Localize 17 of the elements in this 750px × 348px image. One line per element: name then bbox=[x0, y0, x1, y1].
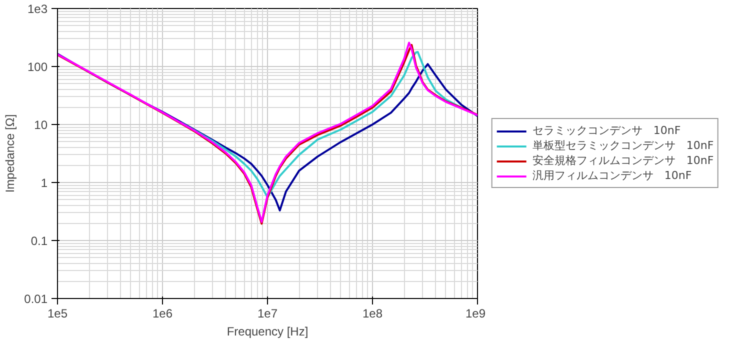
x-tick-label: 1e9 bbox=[465, 306, 486, 320]
y-tick-label: 0.01 bbox=[24, 292, 48, 306]
x-tick-label: 1e7 bbox=[257, 306, 278, 320]
x-tick-label: 1e8 bbox=[362, 306, 383, 320]
legend-label: 単板型セラミックコンデンサ 10nF bbox=[532, 138, 714, 153]
x-tick-label: 1e6 bbox=[152, 306, 173, 320]
y-axis-title: Impedance [Ω] bbox=[3, 114, 18, 193]
legend-label: 汎用フィルムコンデンサ 10nF bbox=[532, 168, 692, 183]
legend-label: 安全規格フィルムコンデンサ 10nF bbox=[532, 153, 714, 168]
y-tick-label: 1 bbox=[40, 176, 48, 190]
x-axis-title: Frequency [Hz] bbox=[226, 324, 308, 338]
x-tick-label: 1e5 bbox=[47, 306, 68, 320]
y-tick-label: 0.1 bbox=[30, 234, 48, 248]
y-tick-label: 10 bbox=[34, 118, 48, 132]
legend-label: セラミックコンデンサ 10nF bbox=[532, 123, 681, 138]
y-tick-label: 100 bbox=[27, 60, 48, 74]
y-tick-label: 1e3 bbox=[27, 2, 48, 16]
